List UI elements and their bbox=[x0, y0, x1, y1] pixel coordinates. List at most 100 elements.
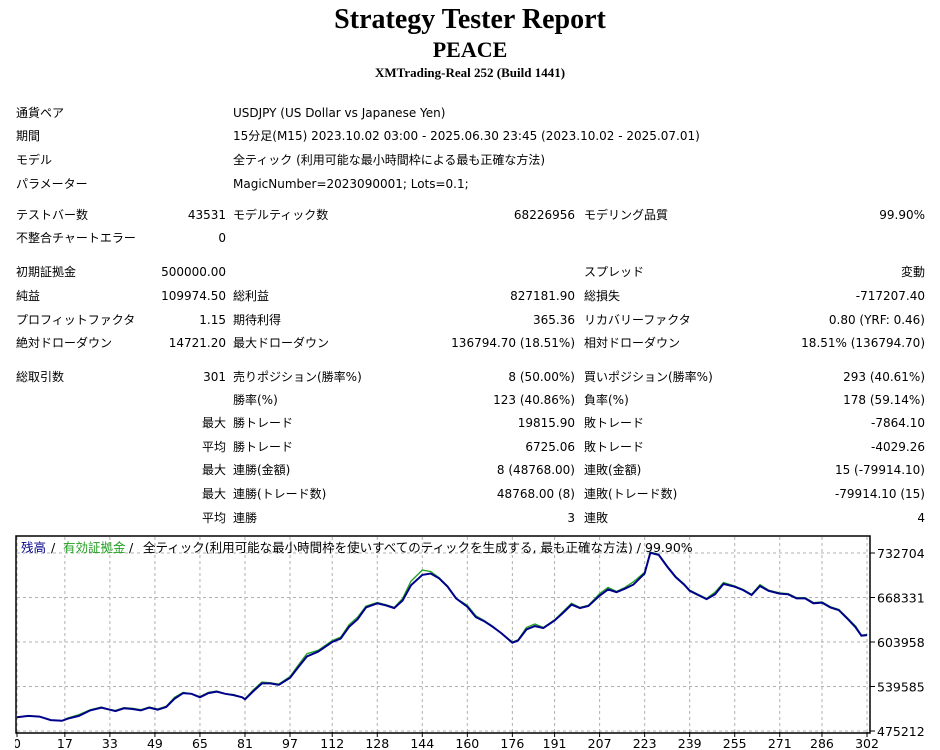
loss-rate-value: 178 (59.14%) bbox=[843, 393, 925, 407]
currency-pair-label: 通貨ペア bbox=[16, 106, 65, 120]
period-value: 15分足(M15) 2023.10.02 03:00 - 2025.06.30 … bbox=[233, 129, 700, 143]
rel-drawdown-label: 相対ドローダウン bbox=[584, 336, 681, 350]
y-tick-label: 668331 bbox=[877, 591, 925, 606]
gross-profit-label: 総利益 bbox=[233, 289, 270, 303]
avg-label: 平均 bbox=[201, 511, 226, 525]
abs-drawdown-label: 絶対ドローダウン bbox=[16, 336, 113, 350]
gross-profit-value: 827181.90 bbox=[510, 289, 575, 303]
max-consec-wins-label: 連勝(金額) bbox=[233, 463, 291, 477]
test-bars-value: 43531 bbox=[187, 208, 226, 222]
model-value: 全ティック (利用可能な最小時間枠による最も正確な方法) bbox=[233, 153, 546, 167]
win-rate-value: 123 (40.86%) bbox=[493, 393, 575, 407]
short-positions-label: 売りポジション(勝率%) bbox=[233, 370, 362, 384]
avg-consec-wins-value: 3 bbox=[567, 511, 575, 525]
recovery-factor-label: リカバリーファクタ bbox=[584, 313, 691, 327]
expected-payoff-label: 期待利得 bbox=[233, 313, 282, 327]
short-positions-value: 8 (50.00%) bbox=[508, 370, 575, 384]
x-tick-label: 191 bbox=[543, 736, 567, 749]
net-profit-label: 純益 bbox=[16, 289, 41, 303]
deposit-label: 初期証拠金 bbox=[16, 265, 77, 279]
x-tick-label: 255 bbox=[723, 736, 747, 749]
y-tick-label: 475212 bbox=[877, 724, 925, 739]
avg-loss-value: -4029.26 bbox=[871, 440, 925, 454]
profit-factor-value: 1.15 bbox=[199, 313, 226, 327]
model-quality-label: モデリング品質 bbox=[584, 208, 669, 222]
max-consec-losses-label: 連敗(金額) bbox=[584, 463, 642, 477]
rel-drawdown-value: 18.51% (136794.70) bbox=[801, 336, 925, 350]
max-label: 最大 bbox=[201, 487, 226, 501]
model-label: モデル bbox=[16, 153, 53, 167]
max-drawdown-value: 136794.70 (18.51%) bbox=[451, 336, 575, 350]
recovery-factor-value: 0.80 (YRF: 0.46) bbox=[828, 313, 925, 327]
gross-loss-value: -717207.40 bbox=[855, 289, 925, 303]
max-consec-losses-value: 15 (-79914.10) bbox=[834, 463, 925, 477]
ea-name: PEACE bbox=[432, 37, 508, 62]
model-ticks-label: モデルティック数 bbox=[233, 208, 329, 222]
spread-value: 変動 bbox=[900, 265, 925, 279]
x-tick-label: 81 bbox=[237, 736, 253, 749]
avg-consec-wins-label: 連勝 bbox=[233, 511, 258, 525]
max-label: 最大 bbox=[201, 416, 226, 430]
y-tick-label: 539585 bbox=[877, 680, 925, 695]
model-quality-value: 99.90% bbox=[879, 208, 925, 222]
mismatch-value: 0 bbox=[218, 231, 226, 245]
x-tick-label: 160 bbox=[455, 736, 479, 749]
x-tick-label: 17 bbox=[57, 736, 73, 749]
avg-consec-losses-value: 4 bbox=[917, 511, 925, 525]
x-tick-label: 144 bbox=[410, 736, 434, 749]
win-rate-label: 勝率(%) bbox=[233, 393, 278, 407]
max-label: 最大 bbox=[201, 463, 226, 477]
deposit-value: 500000.00 bbox=[161, 265, 226, 279]
total-trades-value: 301 bbox=[203, 370, 226, 384]
max-consec-loss-label: 連敗(トレード数) bbox=[584, 487, 678, 501]
legend-separator: / bbox=[129, 540, 134, 555]
x-tick-label: 49 bbox=[147, 736, 163, 749]
legend-balance: 残高 bbox=[21, 540, 46, 555]
largest-win-value: 19815.90 bbox=[517, 416, 575, 430]
model-ticks-value: 68226956 bbox=[513, 208, 575, 222]
loss-rate-label: 負率(%) bbox=[584, 393, 629, 407]
params-label: パラメーター bbox=[16, 177, 88, 191]
net-profit-value: 109974.50 bbox=[161, 289, 226, 303]
params-value: MagicNumber=2023090001; Lots=0.1; bbox=[233, 177, 469, 191]
test-bars-label: テストバー数 bbox=[16, 208, 89, 222]
x-tick-label: 97 bbox=[282, 736, 298, 749]
largest-win-label: 勝トレード bbox=[233, 416, 294, 430]
avg-win-value: 6725.06 bbox=[525, 440, 575, 454]
max-consec-wins-value: 8 (48768.00) bbox=[496, 463, 575, 477]
largest-loss-label: 敗トレード bbox=[584, 416, 645, 430]
expected-payoff-value: 365.36 bbox=[533, 313, 575, 327]
y-tick-label: 732704 bbox=[877, 546, 925, 561]
server-info: XMTrading-Real 252 (Build 1441) bbox=[374, 65, 566, 80]
avg-label: 平均 bbox=[201, 440, 226, 454]
long-positions-value: 293 (40.61%) bbox=[843, 370, 925, 384]
abs-drawdown-value: 14721.20 bbox=[168, 336, 226, 350]
total-trades-label: 総取引数 bbox=[16, 370, 65, 384]
largest-loss-value: -7864.10 bbox=[871, 416, 925, 430]
currency-pair-value: USDJPY (US Dollar vs Japanese Yen) bbox=[233, 106, 446, 120]
balance-line bbox=[16, 551, 868, 722]
x-tick-label: 239 bbox=[678, 736, 702, 749]
x-tick-label: 65 bbox=[192, 736, 208, 749]
x-tick-label: 286 bbox=[810, 736, 834, 749]
x-tick-label: 223 bbox=[633, 736, 657, 749]
legend-description: 全ティック(利用可能な最小時間枠を使いすべてのティックを生成する, 最も正確な方… bbox=[143, 540, 693, 555]
period-label: 期間 bbox=[16, 129, 41, 143]
profit-factor-label: プロフィットファクタ bbox=[16, 313, 136, 327]
report-title: Strategy Tester Report bbox=[334, 4, 606, 35]
x-tick-label: 128 bbox=[365, 736, 389, 749]
max-drawdown-label: 最大ドローダウン bbox=[233, 336, 330, 350]
mismatch-label: 不整合チャートエラー bbox=[16, 231, 136, 245]
spread-label: スプレッド bbox=[584, 265, 645, 279]
x-tick-label: 0 bbox=[15, 736, 21, 749]
plot-frame bbox=[15, 535, 871, 734]
x-tick-label: 33 bbox=[102, 736, 118, 749]
x-tick-label: 207 bbox=[588, 736, 612, 749]
gross-loss-label: 総損失 bbox=[584, 289, 621, 303]
long-positions-label: 買いポジション(勝率%) bbox=[584, 370, 713, 384]
max-consec-loss-value: -79914.10 (15) bbox=[834, 487, 925, 501]
avg-win-label: 勝トレード bbox=[233, 440, 294, 454]
x-tick-label: 112 bbox=[320, 736, 344, 749]
legend-separator: / bbox=[51, 540, 56, 555]
avg-loss-label: 敗トレード bbox=[584, 440, 645, 454]
